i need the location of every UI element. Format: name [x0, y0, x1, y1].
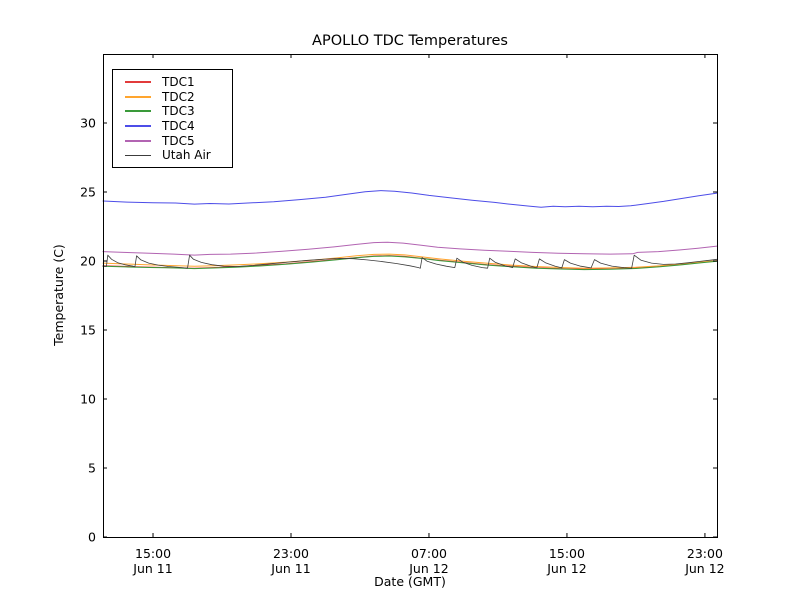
- y-tick-label: 5: [88, 460, 96, 475]
- legend-label-tdc4: TDC4: [162, 119, 195, 134]
- x-tick-label-date: Jun 12: [408, 561, 448, 576]
- series-line-utah-air: [102, 254, 718, 269]
- y-axis-label: Temperature (C): [51, 244, 66, 347]
- x-tick-label-time: 23:00: [687, 546, 723, 561]
- series-line-tdc4: [102, 190, 718, 208]
- tdc4-line-swatch: [125, 125, 151, 128]
- plot-area-frame: [103, 54, 718, 538]
- tdc3-line-swatch: [125, 110, 151, 113]
- utah-air-line-swatch: [125, 154, 151, 156]
- y-tick-label: 30: [80, 115, 96, 130]
- x-tick-label-time: 15:00: [549, 546, 585, 561]
- legend: TDC1 TDC2 TDC3 TDC4 TDC5 Utah Air: [112, 69, 233, 168]
- legend-label-utah-air: Utah Air: [162, 148, 211, 163]
- legend-item-utah-air: Utah Air: [113, 148, 232, 163]
- y-tick-label: 25: [80, 184, 96, 199]
- tdc1-line-swatch: [125, 81, 151, 84]
- x-tick-label-date: Jun 11: [270, 561, 310, 576]
- y-tick-label: 0: [88, 529, 96, 544]
- tdc5-line-swatch: [125, 139, 151, 142]
- x-axis-label: Date (GMT): [374, 574, 446, 589]
- series-line-tdc2: [102, 253, 718, 269]
- tdc2-line-swatch: [125, 95, 151, 98]
- series-line-tdc3: [102, 255, 718, 271]
- x-tick-label-date: Jun 11: [132, 561, 172, 576]
- x-tick-label-date: Jun 12: [546, 561, 586, 576]
- x-tick-label-time: 15:00: [135, 546, 171, 561]
- x-tick-label-time: 23:00: [273, 546, 309, 561]
- series-lines: [102, 190, 718, 271]
- x-tick-label-date: Jun 12: [684, 561, 724, 576]
- legend-item-tdc2: TDC2: [113, 90, 232, 105]
- y-tick-label: 15: [80, 322, 96, 337]
- legend-item-tdc4: TDC4: [113, 119, 232, 134]
- x-tick-label-time: 07:00: [411, 546, 447, 561]
- legend-item-tdc1: TDC1: [113, 75, 232, 90]
- legend-label-tdc2: TDC2: [162, 89, 195, 104]
- legend-label-tdc5: TDC5: [162, 133, 195, 148]
- series-line-tdc5: [102, 241, 718, 256]
- chart-title: APOLLO TDC Temperatures: [312, 33, 508, 49]
- y-tick-label: 20: [80, 253, 96, 268]
- legend-label-tdc3: TDC3: [162, 104, 195, 119]
- legend-label-tdc1: TDC1: [162, 75, 195, 90]
- y-tick-label: 10: [80, 391, 96, 406]
- axis-ticks: [103, 54, 717, 538]
- legend-item-tdc3: TDC3: [113, 104, 232, 119]
- legend-item-tdc5: TDC5: [113, 133, 232, 148]
